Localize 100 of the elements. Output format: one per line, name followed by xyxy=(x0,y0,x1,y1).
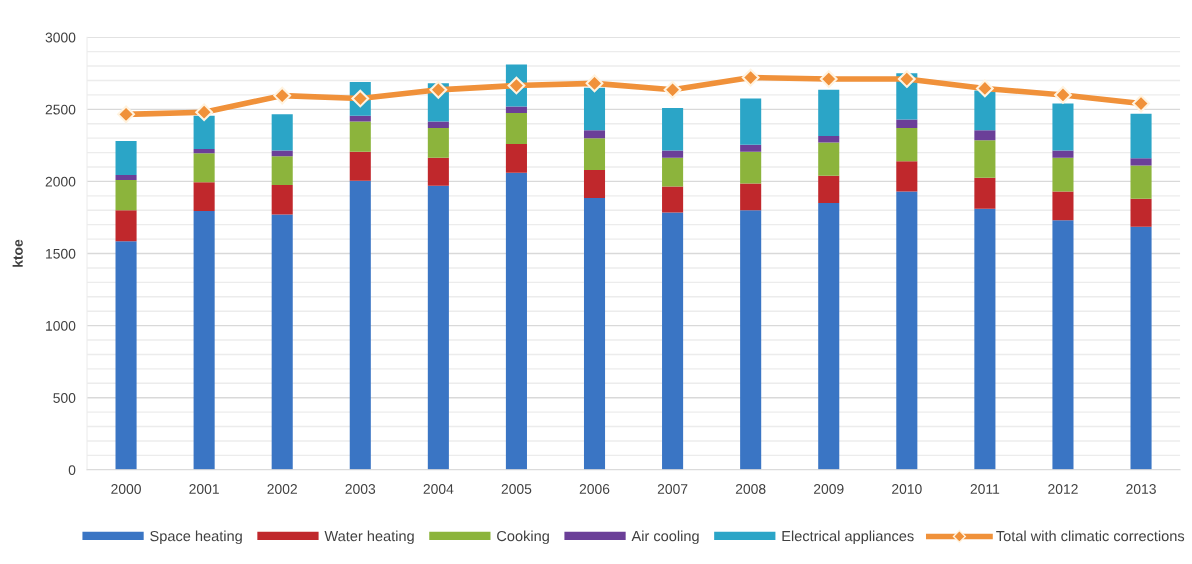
x-tick-label: 2011 xyxy=(970,484,1000,494)
bar xyxy=(271,214,293,470)
point xyxy=(195,103,214,122)
bar xyxy=(974,177,996,209)
bar xyxy=(427,121,449,129)
bar xyxy=(662,157,684,187)
y-tick-label: 0 xyxy=(68,465,76,475)
x-tick-label: 2003 xyxy=(345,484,376,494)
y-tick-label: 500 xyxy=(53,393,76,403)
x-tick-label: 2009 xyxy=(813,484,844,494)
point xyxy=(1132,94,1150,113)
x-tick-label: 2013 xyxy=(1126,484,1156,494)
bar xyxy=(1052,150,1074,158)
bar xyxy=(115,210,137,242)
x-tick-label: 2006 xyxy=(579,484,610,494)
bar xyxy=(193,115,215,149)
bar xyxy=(740,183,762,211)
bar xyxy=(740,151,762,184)
point xyxy=(897,70,916,88)
bar xyxy=(583,130,606,139)
x-tick-label: 2012 xyxy=(1048,484,1078,494)
point xyxy=(117,105,135,124)
bar xyxy=(662,186,684,213)
bar xyxy=(1130,198,1152,227)
bar xyxy=(818,175,840,204)
bar xyxy=(740,210,762,470)
y-tick-label: 2000 xyxy=(45,176,76,187)
bar xyxy=(115,174,137,180)
x-tick-label: 2000 xyxy=(111,484,141,494)
bar xyxy=(115,141,137,175)
bar xyxy=(271,156,293,186)
bar xyxy=(115,241,137,470)
bar xyxy=(271,114,293,151)
y-axis-title: ktoe xyxy=(12,239,23,267)
y-tick-label: 2500 xyxy=(45,104,76,115)
bar xyxy=(818,142,840,176)
legend-label: Cooking xyxy=(497,530,549,545)
bar xyxy=(505,143,527,173)
bar xyxy=(271,150,293,157)
bar xyxy=(193,210,215,470)
point xyxy=(1054,86,1072,104)
x-tick-label: 2008 xyxy=(735,484,766,494)
x-tick-label: 2002 xyxy=(267,484,297,494)
legend-label: Space heating xyxy=(150,530,242,545)
bar xyxy=(818,89,840,136)
point xyxy=(663,80,682,99)
bar xyxy=(818,203,840,470)
bar xyxy=(896,191,918,470)
bar xyxy=(896,119,918,129)
bar xyxy=(740,98,762,145)
y-tick-label: 1000 xyxy=(46,320,76,331)
bar xyxy=(1052,103,1074,151)
bar xyxy=(427,185,449,470)
bar xyxy=(740,144,762,152)
point xyxy=(429,80,448,99)
bar xyxy=(193,182,215,211)
bar xyxy=(427,128,449,158)
legend-label: Water heating xyxy=(324,530,414,545)
legend-label: Total with climatic corrections xyxy=(996,530,1185,542)
y-tick-label: 3000 xyxy=(45,32,76,43)
bar xyxy=(896,161,918,192)
bar xyxy=(1130,113,1152,159)
bar xyxy=(1130,226,1152,470)
bar xyxy=(662,150,684,158)
legend-label: Electrical appliances xyxy=(782,530,914,545)
bar xyxy=(505,172,527,470)
bar xyxy=(1130,158,1152,166)
x-tick-label: 2001 xyxy=(189,484,219,494)
bar xyxy=(505,112,527,144)
x-tick-label: 2007 xyxy=(657,484,688,494)
bar xyxy=(1052,220,1074,470)
bar xyxy=(583,87,606,131)
bar xyxy=(349,115,371,122)
point xyxy=(273,86,292,105)
bar xyxy=(1052,157,1074,192)
bar xyxy=(1130,165,1152,199)
point xyxy=(975,79,994,98)
bar xyxy=(818,136,840,143)
bar xyxy=(974,130,996,141)
bar xyxy=(427,157,449,186)
bar xyxy=(974,90,996,131)
bar xyxy=(583,198,606,470)
x-tick-label: 2005 xyxy=(501,484,532,494)
point xyxy=(741,68,760,87)
bar xyxy=(662,107,684,151)
bar xyxy=(662,212,684,470)
bar xyxy=(349,121,371,152)
legend-label: Air cooling xyxy=(631,530,699,545)
point xyxy=(585,74,604,93)
bar xyxy=(193,148,215,154)
point xyxy=(819,70,838,88)
x-tick-label: 2004 xyxy=(423,484,454,494)
bar xyxy=(115,179,137,211)
bar xyxy=(1052,191,1074,221)
bar xyxy=(349,151,371,181)
bar xyxy=(583,169,606,198)
bar xyxy=(583,138,606,170)
x-tick-label: 2010 xyxy=(892,484,922,494)
bar xyxy=(896,128,918,162)
bar xyxy=(974,140,996,178)
